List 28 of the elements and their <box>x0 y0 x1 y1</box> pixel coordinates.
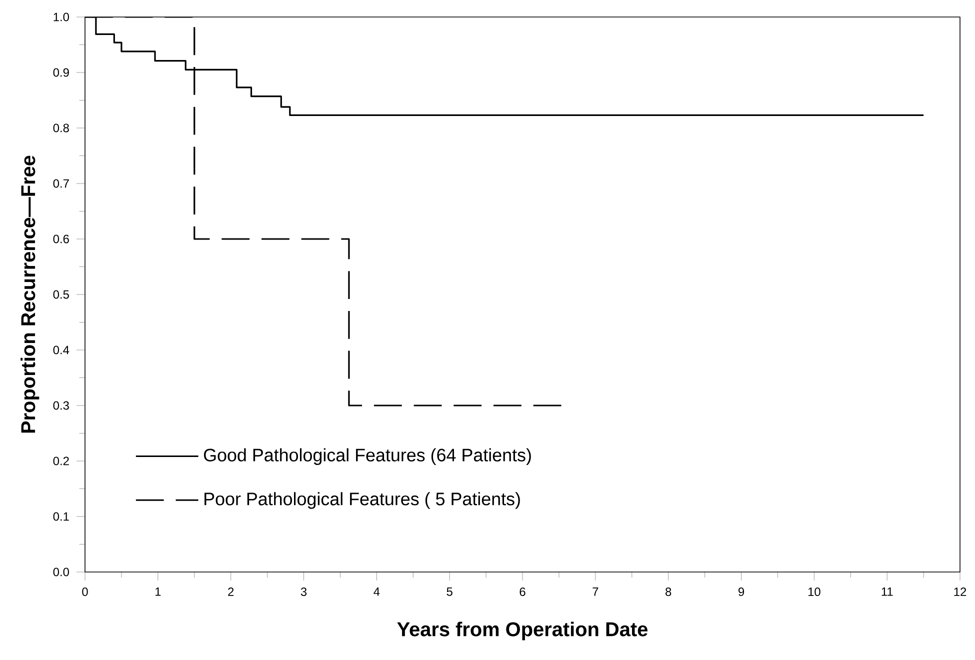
x-tick-label: 12 <box>954 588 966 596</box>
legend-label: Good Pathological Features (64 Patients) <box>204 448 531 465</box>
x-tick-label: 3 <box>300 588 307 596</box>
x-tick-label: 1 <box>156 588 161 596</box>
x-tick-label: 2 <box>228 588 234 596</box>
y-tick-label: 0.1 <box>53 512 69 521</box>
y-tick-label: 0.3 <box>53 401 69 410</box>
x-tick-label: 4 <box>374 588 380 596</box>
y-tick-label: 0.2 <box>53 456 69 466</box>
x-tick-label: 9 <box>738 588 744 596</box>
x-tick-label: 8 <box>666 588 672 596</box>
y-tick-label: 0.7 <box>53 179 69 188</box>
x-tick-label: 6 <box>520 588 526 596</box>
y-tick-label: 0.6 <box>53 234 69 244</box>
y-axis-title: Proportion Recurrence—Free <box>20 156 40 433</box>
y-tick-label: 0.9 <box>53 68 69 77</box>
x-tick-label: 5 <box>446 588 452 596</box>
y-tick-label: 0.8 <box>53 124 69 132</box>
x-tick-label: 11 <box>882 588 893 596</box>
y-tick-label: 0.0 <box>53 568 69 576</box>
y-tick-label: 0.5 <box>53 290 69 299</box>
legend-label: Poor Pathological Features ( 5 Patients) <box>204 492 520 509</box>
x-tick-label: 10 <box>808 588 820 596</box>
x-tick-label: 0 <box>82 588 88 596</box>
y-tick-label: 0.4 <box>53 346 70 354</box>
x-tick-label: 7 <box>592 588 598 596</box>
y-tick-label: 1.0 <box>54 12 69 22</box>
x-axis-title: Years from Operation Date <box>397 622 648 640</box>
